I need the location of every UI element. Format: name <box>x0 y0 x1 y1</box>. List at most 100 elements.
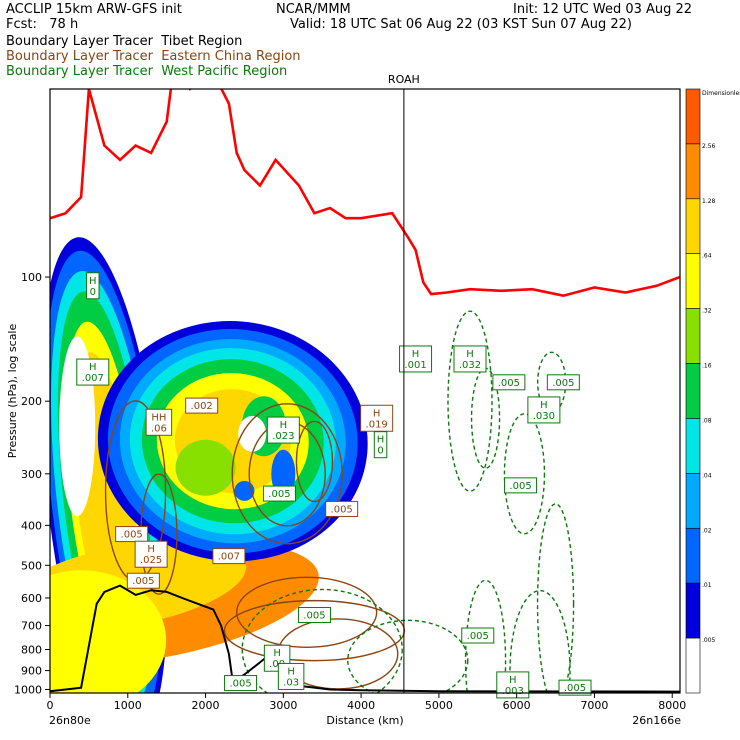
maxima-label-text: .002 <box>191 401 213 412</box>
y-tick-label: 500 <box>21 559 42 572</box>
maxima-label: .005 <box>492 374 526 391</box>
colorbar-label: Dimensionless <box>702 90 740 97</box>
maxima-label-box <box>145 408 173 436</box>
maxima-label-text: .005 <box>229 679 251 690</box>
x-tick-label: 1000 <box>114 699 142 712</box>
maxima-label-text: 0 <box>377 446 383 457</box>
tracer-fill <box>175 439 236 496</box>
y-tick-label: 900 <box>21 665 42 678</box>
maxima-label: .007 <box>212 548 246 565</box>
tracer-contour <box>235 576 378 648</box>
maxima-label: .005 <box>126 572 160 589</box>
maxima-label: .005 <box>325 500 359 517</box>
colorbar-label: 2.56 <box>702 143 716 150</box>
tracer-fill <box>238 415 267 452</box>
forecast-hour: Fcst: 78 h <box>6 17 79 32</box>
maxima-label: H.03 <box>277 662 305 690</box>
maxima-label-box <box>134 540 168 568</box>
maxima-label-box <box>558 679 592 696</box>
y-tick-label: 1000 <box>14 683 42 696</box>
maxima-label-box <box>373 431 388 459</box>
tracer-contour <box>347 619 469 693</box>
maxima-label-text: .019 <box>366 419 388 430</box>
maxima-label-text: .005 <box>303 611 325 622</box>
maxima-label-box <box>266 416 300 444</box>
tropopause-line <box>50 89 680 298</box>
tracer-contour <box>447 310 493 492</box>
tracer-contour <box>509 589 571 693</box>
maxima-label-text: .005 <box>467 631 489 642</box>
colorbar-label: .01 <box>702 582 712 589</box>
maxima-label: H.003 <box>496 671 530 699</box>
tracer-contour <box>241 588 403 693</box>
maxima-label-box <box>297 607 331 624</box>
maxima-label-text: .025 <box>140 555 162 566</box>
roah-label: ROAH <box>388 73 420 86</box>
x-tick-label: 2000 <box>192 699 220 712</box>
maxima-label-text: H <box>89 362 97 373</box>
y-tick-label: 300 <box>21 468 42 481</box>
maxima-label-box <box>212 548 246 565</box>
colorbar-swatch <box>685 637 701 694</box>
maxima-label-text: .06 <box>151 423 167 434</box>
maxima-label-text: H <box>509 675 517 686</box>
maxima-label: H.019 <box>360 404 394 432</box>
tracer-fill <box>50 570 167 693</box>
maxima-label-text: .023 <box>272 431 294 442</box>
colorbar-label: .02 <box>702 527 712 534</box>
maxima-label-text: H <box>373 408 381 419</box>
valid-time: Valid: 18 UTC Sat 06 Aug 22 (03 KST Sun … <box>290 17 632 32</box>
colorbar-swatch <box>685 143 701 200</box>
maxima-label: .005 <box>558 679 592 696</box>
maxima-label: .005 <box>115 526 149 543</box>
maxima-label: H.001 <box>399 345 433 373</box>
maxima-label-box <box>115 526 149 543</box>
maxima-label-box <box>360 404 394 432</box>
y-axis-label: Pressure (hPa), log scale <box>6 324 19 459</box>
maxima-label: H.025 <box>134 540 168 568</box>
maxima-label-text: H <box>280 420 288 431</box>
maxima-label-text: .007 <box>218 552 240 563</box>
tracer-contour <box>464 579 507 693</box>
x-tick-label: 6000 <box>503 699 531 712</box>
maxima-label-box <box>504 477 538 494</box>
x-axis-label: Distance (km) <box>326 714 403 727</box>
maxima-label-box <box>492 374 526 391</box>
maxima-label-box <box>126 572 160 589</box>
maxima-labels: H0H.007H.019H0H.001H.032.005.005H.030.00… <box>76 272 592 699</box>
maxima-label-text: H <box>147 544 155 555</box>
maxima-label-text: .005 <box>331 504 353 515</box>
colorbar-swatch <box>685 88 701 145</box>
maxima-label-box <box>185 397 219 414</box>
x-tick-label: 7000 <box>580 699 608 712</box>
maxima-label-text: .005 <box>121 530 143 541</box>
y-tick-label: 600 <box>21 592 42 605</box>
maxima-label: .005 <box>461 627 495 644</box>
maxima-label-text: .005 <box>509 481 531 492</box>
colorbar-label: 1.28 <box>702 198 716 205</box>
x-tick-label: 8000 <box>658 699 686 712</box>
maxima-label-text: .03 <box>283 677 299 688</box>
maxima-label-text: H <box>273 648 281 659</box>
maxima-label: H.032 <box>453 345 487 373</box>
maxima-label-text: .007 <box>82 373 104 384</box>
y-tick-label: 400 <box>21 519 42 532</box>
x-tick-label: 0 <box>47 699 54 712</box>
right-endpoint: 26n166e <box>632 714 681 727</box>
colorbar-label: .04 <box>702 472 712 479</box>
maxima-label-text: H <box>89 276 97 287</box>
colorbar-swatch <box>685 253 701 309</box>
maxima-label: .005 <box>546 374 580 391</box>
x-tick-label: 3000 <box>269 699 297 712</box>
maxima-label-text: .005 <box>132 576 154 587</box>
maxima-label-text: H <box>287 666 295 677</box>
maxima-label-box <box>76 358 110 386</box>
tracer-contour <box>223 599 406 662</box>
init-time: Init: 12 UTC Wed 03 Aug 22 <box>513 2 693 17</box>
tracer-shading <box>50 237 368 693</box>
model-title: ACCLIP 15km ARW-GFS init <box>6 2 182 17</box>
colorbar-swatch <box>685 473 701 529</box>
maxima-label-text: H <box>412 349 420 360</box>
colorbar-swatch <box>685 363 701 419</box>
